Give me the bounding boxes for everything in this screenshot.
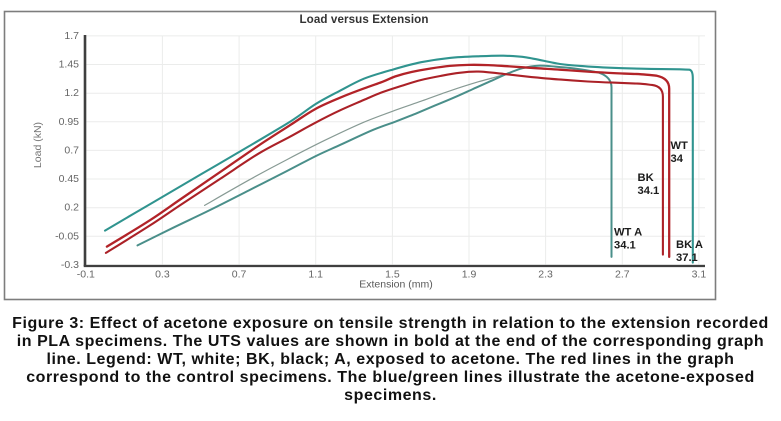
svg-text:-0.05: -0.05 <box>55 230 79 242</box>
svg-text:-0.1: -0.1 <box>77 269 95 281</box>
svg-text:1.2: 1.2 <box>64 87 79 99</box>
svg-text:1.9: 1.9 <box>462 269 477 281</box>
svg-text:0.7: 0.7 <box>64 144 79 156</box>
svg-text:3.1: 3.1 <box>692 269 707 281</box>
svg-text:34: 34 <box>671 153 684 165</box>
svg-text:Load (kN): Load (kN) <box>32 122 44 168</box>
svg-text:2.3: 2.3 <box>538 269 553 281</box>
svg-text:1.7: 1.7 <box>64 30 79 42</box>
svg-text:0.3: 0.3 <box>155 269 170 281</box>
svg-text:2.7: 2.7 <box>615 269 630 281</box>
svg-text:WT A: WT A <box>614 227 642 239</box>
svg-text:0.2: 0.2 <box>64 202 79 214</box>
svg-text:34.1: 34.1 <box>614 240 636 252</box>
svg-text:1.45: 1.45 <box>59 59 80 71</box>
svg-text:37.1: 37.1 <box>676 252 698 264</box>
svg-text:0.7: 0.7 <box>232 269 247 281</box>
svg-text:34.1: 34.1 <box>638 185 660 197</box>
svg-text:0.45: 0.45 <box>59 173 80 185</box>
svg-text:1.5: 1.5 <box>385 269 400 281</box>
svg-text:Load versus Extension: Load versus Extension <box>299 13 428 26</box>
svg-text:Extension (mm): Extension (mm) <box>359 279 433 291</box>
svg-text:BK A: BK A <box>676 239 703 251</box>
svg-text:-0.3: -0.3 <box>61 259 79 271</box>
svg-text:1.1: 1.1 <box>308 269 323 281</box>
svg-text:BK: BK <box>638 172 654 184</box>
svg-text:0.95: 0.95 <box>59 116 80 128</box>
svg-text:WT: WT <box>671 140 689 152</box>
